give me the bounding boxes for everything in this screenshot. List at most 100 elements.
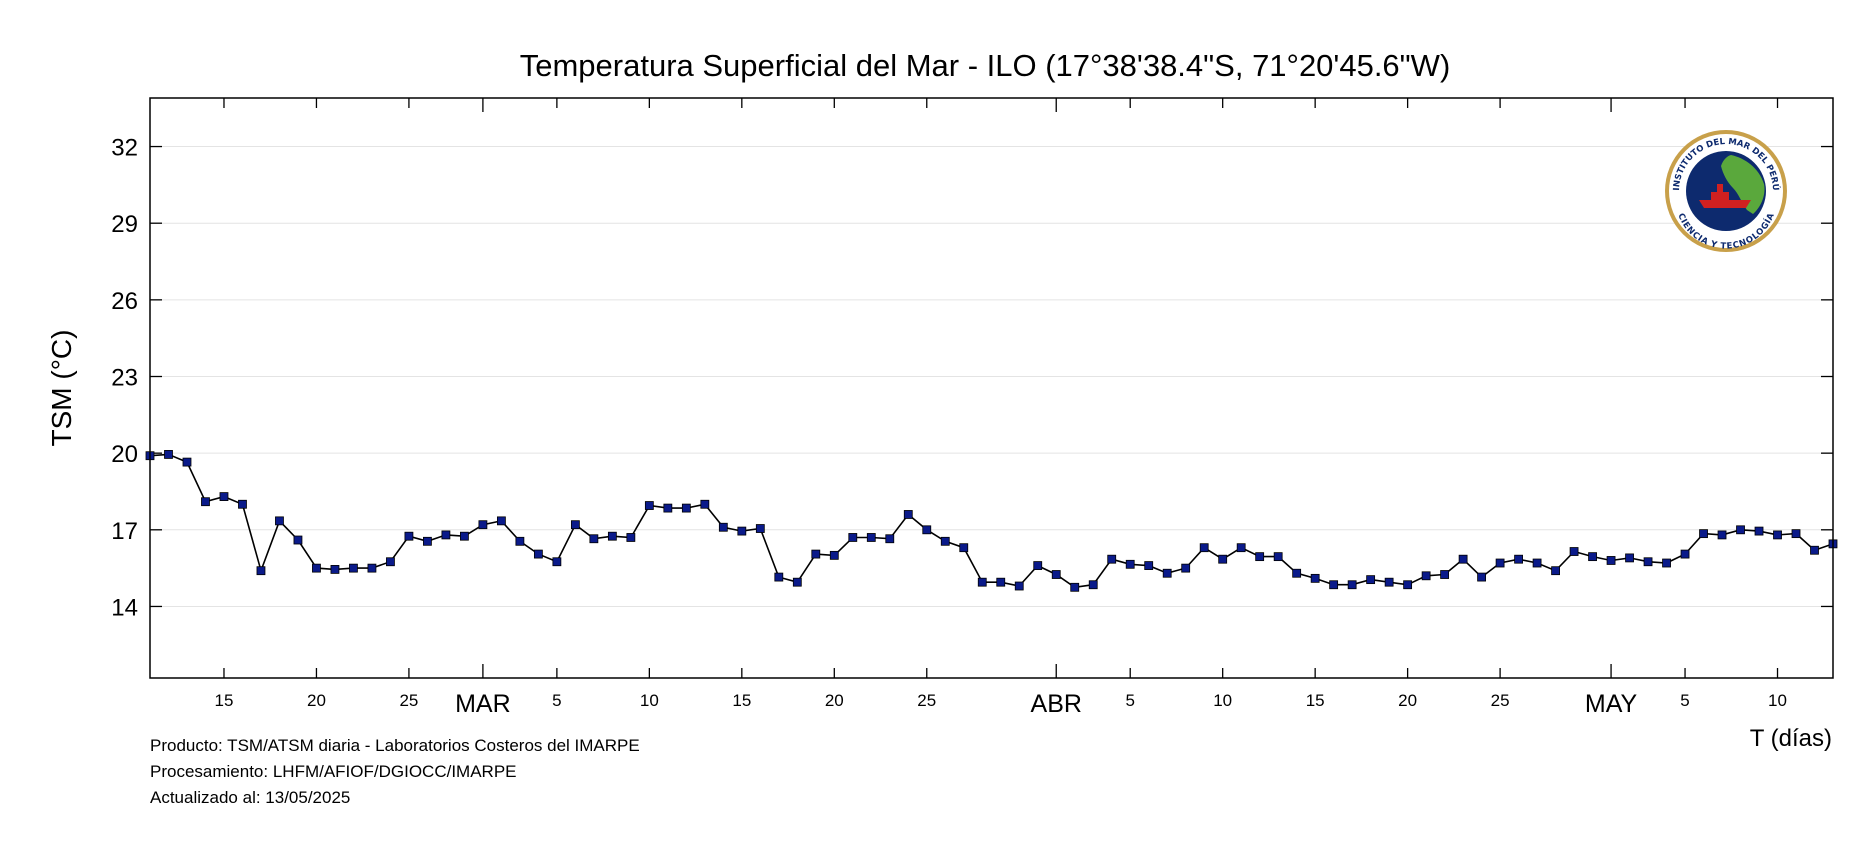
x-tick-label: 20 (307, 691, 326, 710)
y-tick-label: 20 (111, 441, 138, 468)
data-point (589, 534, 599, 544)
data-point (940, 536, 950, 546)
data-point (700, 499, 710, 509)
data-point (1680, 549, 1690, 559)
footer-product: Producto: TSM/ATSM diaria - Laboratorios… (150, 736, 640, 755)
x-month-label: MAR (455, 690, 511, 718)
data-point (718, 522, 728, 532)
y-tick-label: 29 (111, 211, 138, 238)
data-point (607, 531, 617, 541)
series-line (149, 453, 1834, 589)
data-point (1236, 543, 1246, 553)
x-tick-label: 10 (640, 691, 659, 710)
data-point (1292, 568, 1302, 578)
data-point (1051, 570, 1061, 579)
data-point (1310, 573, 1320, 583)
data-point (1532, 558, 1542, 568)
data-point (441, 530, 451, 540)
footer-processing: Procesamiento: LHFM/AFIOF/DGIOCC/IMARPE (150, 762, 517, 781)
data-point (1033, 561, 1043, 570)
data-point (1625, 553, 1634, 563)
data-point (663, 503, 673, 513)
data-point (1810, 545, 1819, 555)
data-point (1125, 559, 1135, 569)
data-point (349, 563, 358, 573)
y-tick-label: 14 (111, 594, 138, 621)
data-point (903, 510, 913, 519)
data-point (977, 577, 987, 587)
data-point (275, 516, 284, 526)
grid-lines (150, 146, 1833, 607)
data-point (1440, 570, 1450, 579)
x-month-label: MAY (1585, 690, 1638, 718)
data-point (496, 516, 506, 526)
data-point (1347, 580, 1357, 590)
data-point (1514, 554, 1523, 564)
chart-title: Temperatura Superficial del Mar - ILO (1… (520, 48, 1451, 83)
x-tick-label: 5 (1680, 691, 1689, 710)
data-point (922, 525, 932, 535)
data-point (1366, 575, 1376, 585)
series-markers (145, 450, 1838, 592)
x-tick-label: 20 (825, 691, 844, 710)
y-axis-label: TSM (°C) (46, 330, 77, 447)
data-point (1014, 581, 1024, 591)
x-axis-label: T (días) (1750, 725, 1832, 752)
data-point (1144, 561, 1154, 570)
data-point (1107, 554, 1117, 564)
data-point (478, 520, 488, 530)
data-point (1569, 547, 1579, 556)
x-tick-label: 15 (215, 691, 234, 710)
data-point (1606, 556, 1616, 565)
data-point (1421, 571, 1431, 581)
data-point (330, 565, 340, 574)
data-point (829, 550, 839, 560)
data-point (1588, 552, 1597, 562)
data-point (681, 503, 691, 513)
data-point (201, 497, 210, 507)
data-point (533, 549, 543, 559)
data-point (404, 531, 414, 541)
y-tick-label: 26 (111, 288, 138, 315)
data-point (312, 563, 321, 573)
data-point (256, 566, 266, 576)
y-tick-label: 32 (111, 135, 138, 162)
imarpe-logo: INSTITUTO DEL MAR DEL PERÚ CIENCIA Y TEC… (1663, 128, 1789, 254)
data-point (1218, 554, 1228, 564)
peru-map-shape (1721, 155, 1765, 214)
data-point (515, 536, 525, 546)
data-point (423, 536, 432, 546)
data-point (164, 450, 173, 459)
data-point (811, 549, 821, 559)
data-point (737, 526, 747, 536)
data-point (552, 557, 562, 567)
data-point (1181, 563, 1191, 573)
data-point (1699, 529, 1708, 539)
data-point (866, 533, 876, 542)
data-point (792, 577, 802, 587)
x-month-label: ABR (1031, 690, 1082, 718)
data-point (1477, 572, 1487, 582)
data-point (570, 520, 580, 530)
data-point (386, 557, 395, 567)
axis-ticks (150, 98, 1833, 678)
data-point (367, 563, 377, 573)
data-point (1773, 530, 1782, 540)
data-point (1495, 558, 1505, 568)
data-point (1754, 526, 1764, 536)
x-tick-label: 15 (732, 691, 751, 710)
data-point (182, 457, 192, 467)
data-point (626, 533, 636, 542)
data-point (1736, 525, 1745, 535)
data-point (1551, 566, 1560, 576)
x-tick-label: 10 (1768, 691, 1787, 710)
data-point (1199, 543, 1209, 553)
x-tick-label: 10 (1213, 691, 1232, 710)
data-point (885, 534, 895, 544)
x-tick-label: 15 (1306, 691, 1325, 710)
x-tick-label: 5 (552, 691, 561, 710)
data-point (1255, 552, 1265, 562)
data-point (460, 531, 469, 541)
data-point (1273, 552, 1283, 562)
